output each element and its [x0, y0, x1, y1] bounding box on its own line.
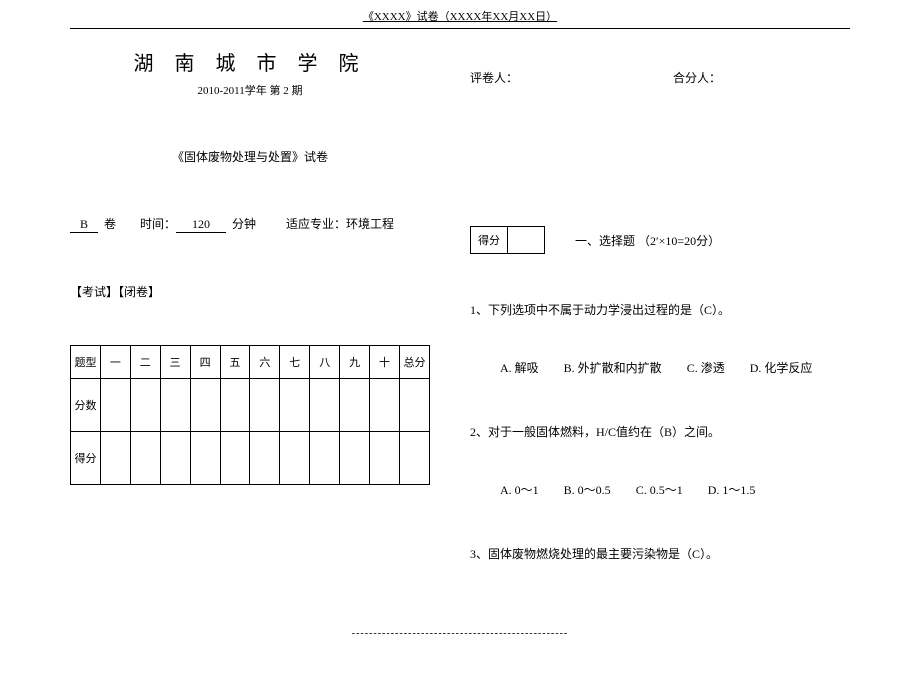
left-column: 湖 南 城 市 学 院 2010-2011学年 第 2 期 《固体废物处理与处置…: [0, 29, 450, 680]
cell: 十: [370, 346, 400, 379]
cell: [399, 379, 429, 432]
cell: [100, 432, 130, 485]
page-header: 《XXXX》试卷（XXXX年XX月XX日）: [0, 0, 920, 26]
cograder-label: 合分人：: [673, 69, 721, 86]
cell: 总分: [399, 346, 429, 379]
time-value: 120: [176, 217, 226, 233]
opt-d: D. 1～1.5: [708, 481, 756, 498]
cell: [190, 379, 220, 432]
cell: [280, 379, 310, 432]
paper-suffix: 卷: [104, 217, 116, 231]
table-row: 分数: [71, 379, 430, 432]
table-row: 得分: [71, 432, 430, 485]
cell: [190, 432, 220, 485]
cell: [370, 432, 400, 485]
time-prefix: 时间：: [140, 217, 176, 231]
opt-b: B. 外扩散和内扩散: [564, 359, 662, 376]
cell-head: 得分: [71, 432, 101, 485]
opt-d: D. 化学反应: [750, 359, 813, 376]
cell: [310, 379, 340, 432]
opt-a: A. 0～1: [500, 481, 539, 498]
cell: [220, 379, 250, 432]
cell: [340, 432, 370, 485]
cell: [160, 379, 190, 432]
question-2: 2、对于一般固体燃料，H/C值约在（B）之间。: [470, 424, 870, 441]
cell: [280, 432, 310, 485]
cell: [130, 379, 160, 432]
section-label: 一、选择题 （2′×10=20分）: [575, 232, 720, 249]
mini-blank: [508, 227, 545, 254]
time-unit: 分钟: [232, 217, 256, 231]
cell: [220, 432, 250, 485]
page-body: 湖 南 城 市 学 院 2010-2011学年 第 2 期 《固体废物处理与处置…: [0, 29, 920, 680]
cell: 八: [310, 346, 340, 379]
cell-head: 题型: [71, 346, 101, 379]
mini-score-box: 得分: [470, 226, 545, 254]
cell: 七: [280, 346, 310, 379]
section-header-row: 得分 一、选择题 （2′×10=20分）: [470, 226, 870, 254]
cell: [100, 379, 130, 432]
cell: 九: [340, 346, 370, 379]
cell: 四: [190, 346, 220, 379]
opt-c: C. 0.5～1: [636, 481, 683, 498]
major-label: 适应专业：环境工程: [286, 217, 394, 231]
cell: [310, 432, 340, 485]
score-table: 题型 一 二 三 四 五 六 七 八 九 十 总分 分数 得分: [70, 345, 430, 485]
grader-label: 评卷人：: [470, 69, 670, 86]
table-row: 题型 一 二 三 四 五 六 七 八 九 十 总分: [71, 346, 430, 379]
cell: [340, 379, 370, 432]
grader-line: 评卷人： 合分人：: [470, 69, 870, 86]
opt-b: B. 0～0.5: [564, 481, 611, 498]
cell: 一: [100, 346, 130, 379]
paper-letter: B: [70, 217, 98, 233]
opt-c: C. 渗透: [687, 359, 725, 376]
cell: [370, 379, 400, 432]
cell: 五: [220, 346, 250, 379]
mini-label: 得分: [471, 227, 508, 254]
cell: 三: [160, 346, 190, 379]
cell: [250, 432, 280, 485]
cell: [130, 432, 160, 485]
exam-title: 《固体废物处理与处置》试卷: [70, 148, 430, 165]
exam-mode: 【考试】【闭卷】: [70, 283, 430, 300]
question-2-options: A. 0～1 B. 0～0.5 C. 0.5～1 D. 1～1.5: [470, 481, 870, 498]
footer-dashes: ----------------------------------------…: [0, 628, 920, 639]
cell: 二: [130, 346, 160, 379]
question-1: 1、下列选项中不属于动力学浸出过程的是（C）。: [470, 302, 870, 319]
term-line: 2010-2011学年 第 2 期: [70, 82, 430, 98]
question-3: 3、固体废物燃烧处理的最主要污染物是（C）。: [470, 546, 870, 563]
opt-a: A. 解吸: [500, 359, 539, 376]
cell: [399, 432, 429, 485]
cell: 六: [250, 346, 280, 379]
right-column: 评卷人： 合分人： 得分 一、选择题 （2′×10=20分） 1、下列选项中不属…: [450, 29, 920, 680]
cell-head: 分数: [71, 379, 101, 432]
school-title: 湖 南 城 市 学 院: [70, 47, 430, 76]
paper-meta-line: B 卷 时间：120 分钟 适应专业：环境工程: [70, 215, 430, 233]
cell: [250, 379, 280, 432]
question-1-options: A. 解吸 B. 外扩散和内扩散 C. 渗透 D. 化学反应: [470, 359, 870, 376]
cell: [160, 432, 190, 485]
